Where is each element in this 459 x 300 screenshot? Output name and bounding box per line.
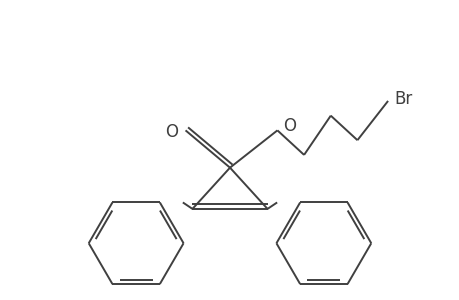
Text: O: O (282, 117, 295, 135)
Text: O: O (165, 123, 178, 141)
Text: Br: Br (394, 90, 412, 108)
